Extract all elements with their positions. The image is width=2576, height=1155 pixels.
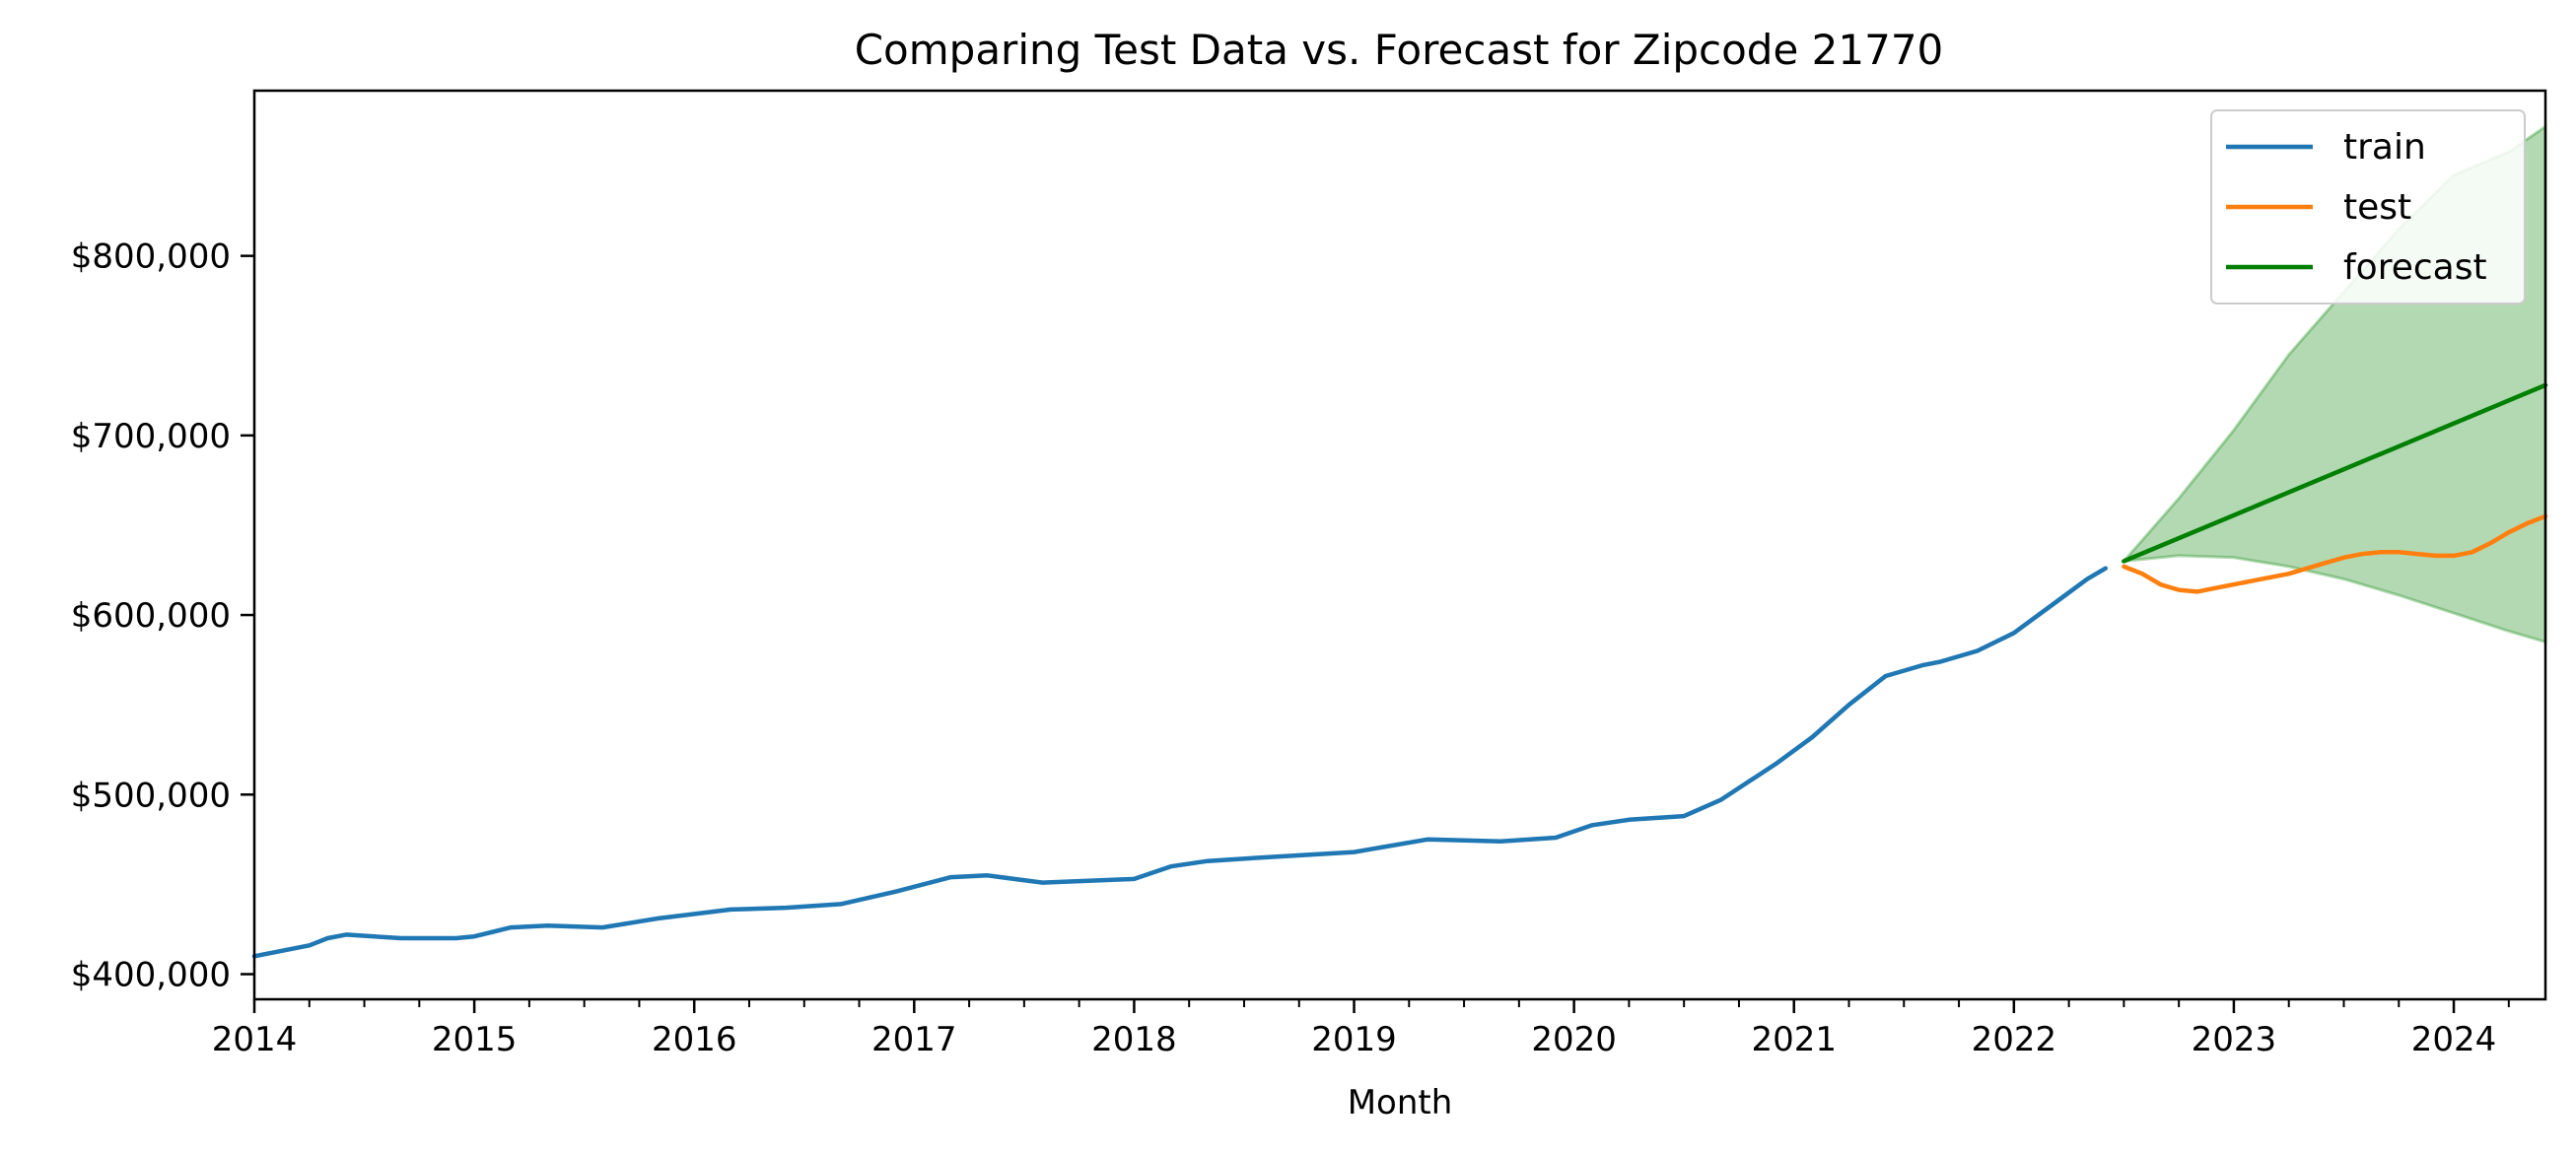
y-tick-label: $400,000 [71, 955, 231, 994]
plot-frame [252, 89, 2547, 1001]
legend-box [2210, 109, 2526, 305]
series-line-train [251, 566, 2109, 959]
legend-label-train: train [2343, 127, 2426, 168]
x-tick-label: 2023 [2192, 1020, 2277, 1059]
chart-title: Comparing Test Data vs. Forecast for Zip… [855, 26, 1944, 74]
y-tick-label: $800,000 [71, 238, 231, 277]
x-tick-label: 2017 [871, 1020, 957, 1059]
y-tick-label: $700,000 [71, 417, 231, 456]
legend-label-test: test [2343, 187, 2411, 228]
x-tick-label: 2016 [652, 1020, 737, 1059]
x-tick-label: 2018 [1091, 1020, 1177, 1059]
legend-label-forecast: forecast [2343, 247, 2487, 288]
x-tick-label: 2022 [1972, 1020, 2057, 1059]
y-tick-label: $500,000 [71, 776, 231, 815]
series-line-forecast [2122, 382, 2548, 564]
x-tick-label: 2020 [1531, 1020, 1617, 1059]
y-tick-label: $600,000 [71, 596, 231, 636]
legend: train test forecast [2210, 109, 2526, 305]
x-axis-label: Month [1348, 1083, 1453, 1122]
series-line-test [2122, 513, 2548, 594]
series-layer [251, 382, 2548, 959]
x-tick-label: 2021 [1751, 1020, 1837, 1059]
x-tick-label: 2014 [212, 1020, 298, 1059]
x-tick-label: 2019 [1311, 1020, 1397, 1059]
x-tick-label: 2015 [432, 1020, 518, 1059]
x-axis: 2014 2015 2016 2017 2018 2019 2020 2021 2022 2023… [212, 999, 2510, 1059]
y-axis: $400,000 $500,000 $600,000 $700,000 $800,000 [71, 238, 254, 994]
x-tick-label: 2024 [2411, 1020, 2497, 1059]
